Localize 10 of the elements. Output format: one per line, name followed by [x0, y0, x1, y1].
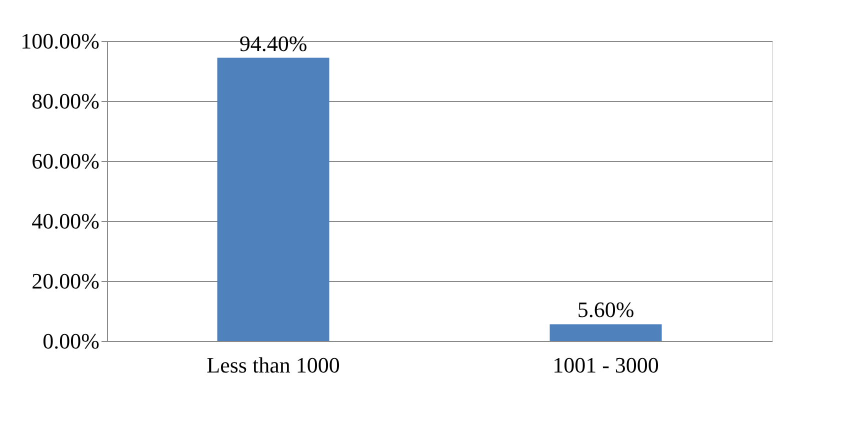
data-label: 94.40% [239, 30, 308, 56]
y-tick-label: 60.00% [32, 148, 100, 174]
y-tick-label: 100.00% [20, 28, 100, 54]
data-label: 5.60% [577, 297, 634, 322]
y-tick-label: 20.00% [32, 268, 100, 294]
y-tick-label: 0.00% [42, 328, 100, 354]
y-tick-label: 80.00% [32, 88, 100, 114]
x-tick-label: Less than 1000 [206, 352, 340, 378]
x-tick-label: 1001 - 3000 [552, 352, 659, 378]
y-tick-label: 40.00% [32, 208, 100, 234]
